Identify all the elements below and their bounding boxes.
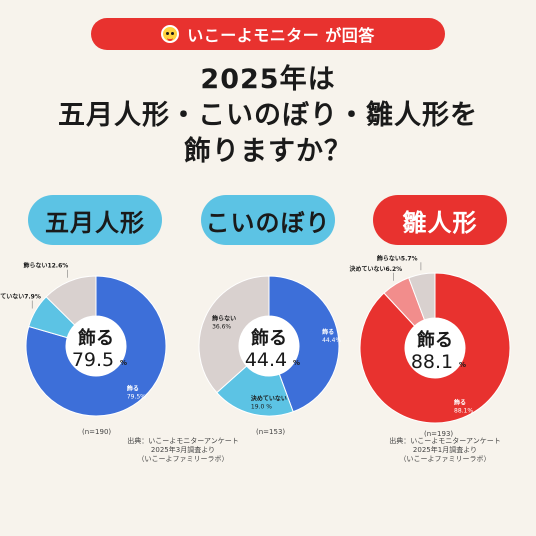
slice-value: 79.5%	[127, 393, 146, 400]
chart-3-sample-size: (n=193)	[424, 430, 454, 438]
slice-label: 飾らない12.6%	[23, 262, 68, 270]
chart-title-gogatsu-ningyo: 五月人形	[28, 195, 162, 245]
center-value: 44.4	[245, 349, 287, 371]
slice-label: 決めていない7.9%	[0, 293, 41, 301]
chart-2-sample-size: (n=153)	[256, 428, 286, 436]
donut-hole	[239, 316, 299, 376]
chart-1-source: 出典：いこーよモニターアンケート 2025年3月調査より （いこーよファミリーラ…	[118, 437, 248, 464]
slice-value: 36.6%	[212, 323, 231, 330]
smiley-face-icon	[161, 25, 180, 43]
source-line: 出典：いこーよモニターアンケート	[127, 437, 239, 445]
center-label: 飾る	[78, 327, 114, 349]
center-value: 79.5	[72, 349, 114, 371]
donut-hole	[405, 318, 465, 378]
chart-title-hina-ningyo: 雛人形	[373, 195, 507, 245]
center-label: 飾る	[417, 329, 453, 351]
banner-text: いこーよモニター が回答	[187, 26, 375, 45]
chart-1-sample-size: (n=190)	[82, 428, 112, 436]
chart-title-koinobori: こいのぼり	[201, 195, 335, 245]
center-unit: %	[293, 359, 300, 367]
donut-hole	[66, 316, 126, 376]
slice-value: 44.4%	[322, 337, 341, 344]
source-line: 出典：いこーよモニターアンケート	[389, 437, 501, 445]
slice-value: 88.1%	[454, 408, 473, 415]
chart-3-source: 出典：いこーよモニターアンケート 2025年1月調査より （いこーよファミリーラ…	[380, 437, 510, 464]
source-line: （いこーよファミリーラボ）	[137, 455, 229, 463]
slice-label: 飾らない	[212, 314, 236, 322]
slice-label: 決めていない6.2%	[350, 265, 403, 273]
source-line: 2025年3月調査より	[150, 446, 216, 454]
source-line: 2025年1月調査より	[412, 446, 478, 454]
slice-label: 決めていない	[251, 394, 287, 402]
center-unit: %	[120, 359, 127, 367]
slice-label: 飾る	[127, 384, 139, 392]
center-unit: %	[459, 361, 466, 369]
header-banner: いこーよモニター が回答	[91, 18, 445, 50]
source-line: （いこーよファミリーラボ）	[399, 455, 491, 463]
slice-label: 飾る	[322, 328, 334, 336]
center-label: 飾る	[251, 327, 287, 349]
slice-value: 19.0 %	[251, 403, 272, 410]
title-line-2: 五月人形・こいのぼり・雛人形を	[58, 100, 478, 131]
center-value: 88.1	[411, 351, 453, 373]
slice-label: 飾らない5.7%	[377, 254, 418, 262]
page-title: 2025年は 五月人形・こいのぼり・雛人形を 飾りますか？	[0, 62, 536, 170]
title-line-1: 2025年は	[200, 64, 336, 95]
title-line-3: 飾りますか？	[184, 136, 352, 167]
slice-label: 飾る	[454, 399, 466, 407]
